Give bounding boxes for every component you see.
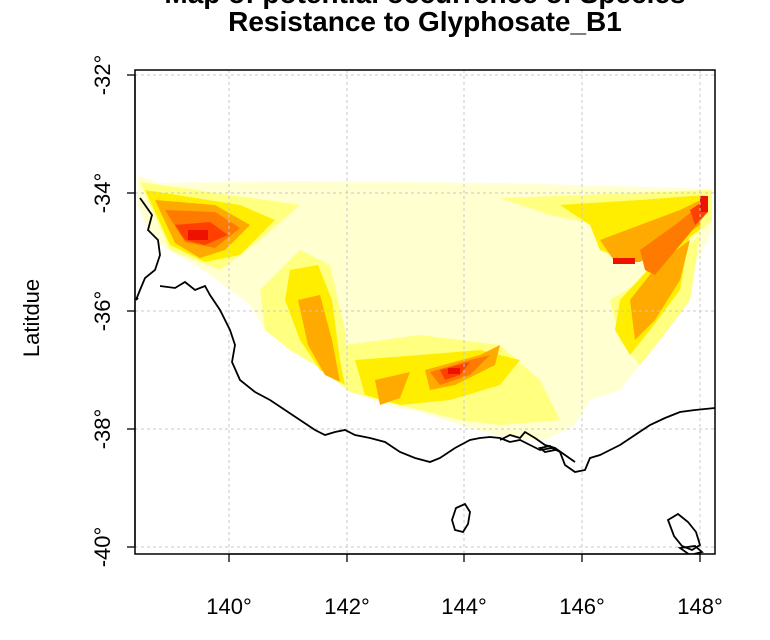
raster-cell-level7 <box>448 368 460 374</box>
y-tick-label: -38° <box>90 409 115 450</box>
coastline <box>135 197 715 473</box>
kangaroo-island <box>135 297 139 301</box>
flinders-island <box>666 512 702 552</box>
raster-band-level4 <box>600 198 705 262</box>
x-tick-label: 146° <box>559 594 605 619</box>
raster-cell-level7 <box>613 258 635 264</box>
y-tick-label: -40° <box>90 527 115 568</box>
raster-band-level5 <box>640 205 705 275</box>
x-tick-label: 144° <box>441 594 487 619</box>
bay-inlet <box>499 430 576 463</box>
y-tick-label: -36° <box>90 291 115 332</box>
islands <box>451 445 704 554</box>
small-island <box>677 545 704 554</box>
x-tick-label: 142° <box>324 594 370 619</box>
raster-band-level4 <box>298 295 340 382</box>
raster-cell-level7 <box>700 196 708 212</box>
x-tick-label: 148° <box>677 594 723 619</box>
raster-cell-level7 <box>188 230 208 240</box>
map-title-line1: Map of potential occurrence of Species <box>135 0 715 10</box>
y-tick-label: -34° <box>90 173 115 214</box>
x-tick-label: 140° <box>206 594 252 619</box>
raster-base-region <box>138 176 712 440</box>
x-axis <box>228 553 701 562</box>
coastline-west <box>135 197 161 301</box>
map-title-line2: Resistance to Glyphosate_B1 <box>228 6 622 37</box>
grid-lines <box>135 70 715 554</box>
raster-band-level4 <box>375 372 410 405</box>
y-axis <box>127 74 136 548</box>
king-island <box>451 502 471 534</box>
y-tick-label: -32° <box>90 55 115 96</box>
coastline-south <box>159 280 715 473</box>
raster-band-level4 <box>630 240 690 340</box>
phillip-island <box>537 445 558 453</box>
